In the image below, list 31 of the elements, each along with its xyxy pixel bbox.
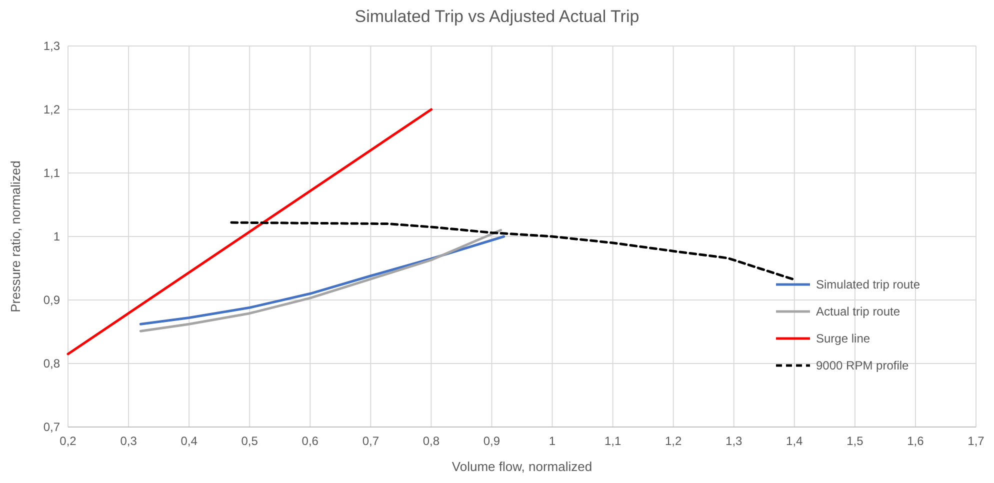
x-tick-label: 0,5 bbox=[241, 434, 258, 448]
legend-label: 9000 RPM profile bbox=[816, 358, 910, 373]
y-tick-label: 0,9 bbox=[43, 293, 60, 307]
x-tick-label: 0,7 bbox=[362, 434, 380, 448]
x-tick-label: 1,3 bbox=[726, 434, 743, 448]
legend-label: Surge line bbox=[816, 332, 870, 346]
y-tick-label: 0,8 bbox=[43, 356, 60, 370]
y-tick-label: 1,1 bbox=[43, 166, 60, 180]
x-tick-label: 1,4 bbox=[786, 434, 804, 448]
y-tick-label: 1,2 bbox=[43, 102, 60, 116]
x-tick-label: 0,9 bbox=[483, 434, 500, 448]
y-tick-label: 1 bbox=[53, 230, 60, 244]
x-tick-label: 0,4 bbox=[180, 434, 198, 448]
x-axis-title: Volume flow, normalized bbox=[452, 459, 592, 474]
x-tick-label: 1,7 bbox=[968, 434, 985, 448]
y-tick-label: 0,7 bbox=[43, 420, 60, 434]
x-tick-label: 0,6 bbox=[302, 434, 319, 448]
x-tick-label: 1 bbox=[548, 434, 556, 448]
x-tick-label: 1,1 bbox=[604, 434, 622, 448]
legend-label: Simulated trip route bbox=[816, 278, 920, 292]
x-tick-label: 0,3 bbox=[120, 434, 138, 448]
x-tick-label: 1,2 bbox=[664, 434, 682, 448]
line-series bbox=[230, 221, 796, 281]
y-tick-label: 1,3 bbox=[43, 39, 60, 53]
y-axis-title: Pressure ratio, normalized bbox=[8, 160, 23, 312]
x-tick-label: 1,5 bbox=[846, 434, 864, 448]
x-tick-label: 1,6 bbox=[907, 434, 924, 448]
chart-title: Simulated Trip vs Adjusted Actual Trip bbox=[354, 7, 640, 26]
x-tick-label: 0,8 bbox=[422, 434, 440, 448]
x-tick-label: 0,2 bbox=[60, 434, 77, 448]
legend-label: Actual trip route bbox=[816, 304, 900, 319]
